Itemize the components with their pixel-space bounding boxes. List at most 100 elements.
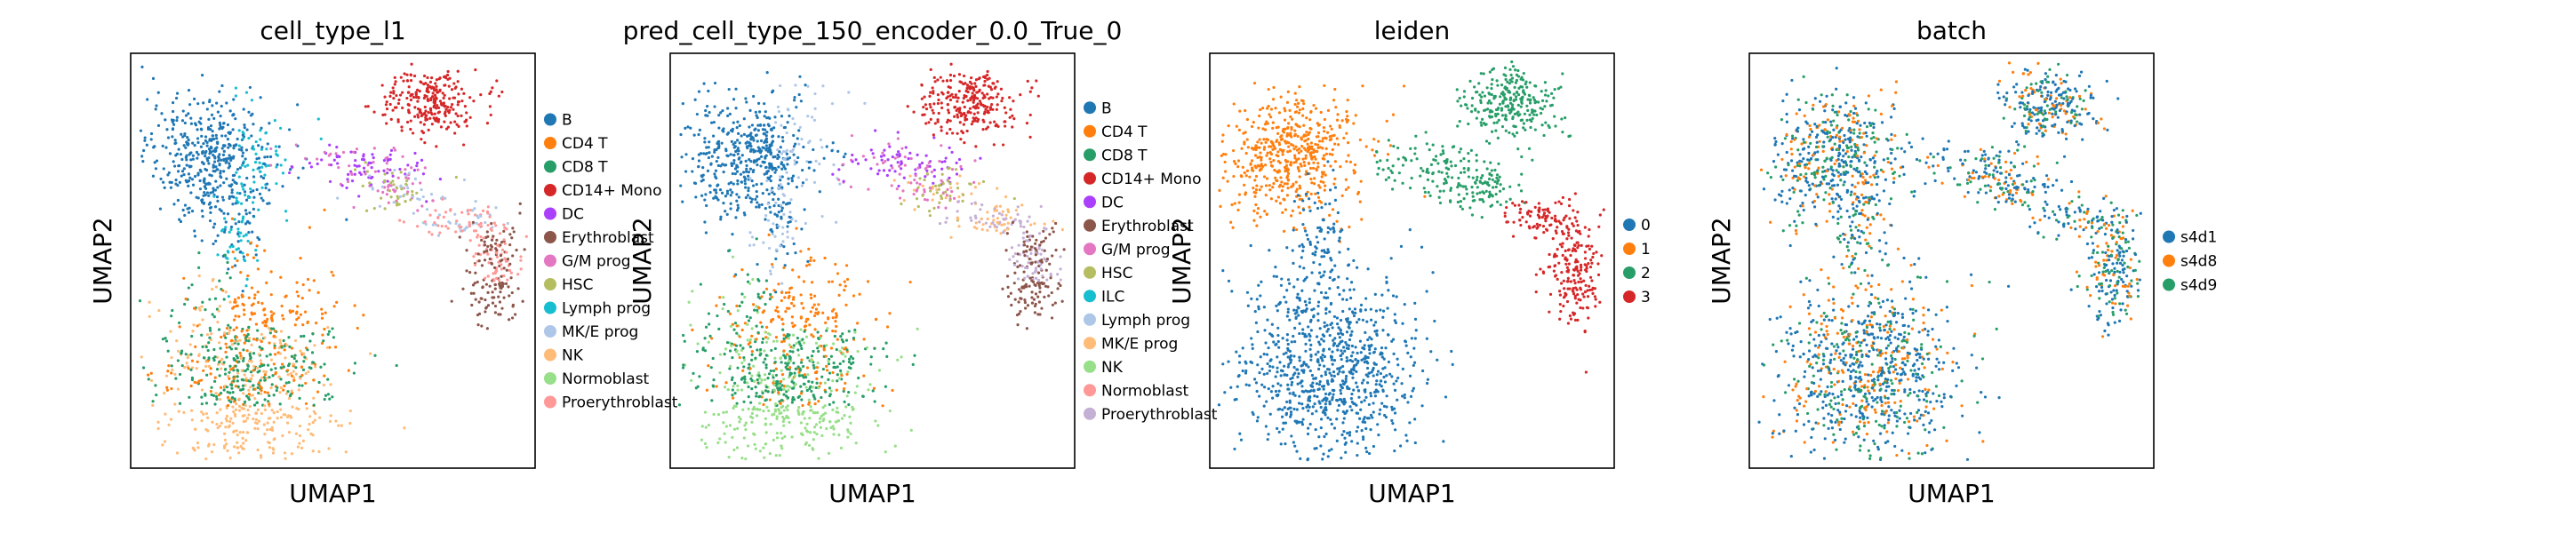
scatter-point	[1044, 236, 1047, 239]
scatter-point	[830, 355, 833, 358]
scatter-point	[792, 134, 795, 137]
scatter-point	[781, 329, 784, 331]
scatter-point	[789, 356, 792, 359]
scatter-point	[204, 308, 206, 311]
scatter-point	[220, 115, 222, 117]
scatter-point	[797, 354, 800, 356]
scatter-point	[767, 337, 770, 339]
scatter-point	[765, 134, 768, 137]
scatter-point	[173, 402, 176, 405]
scatter-point	[268, 428, 271, 431]
scatter-point	[941, 173, 944, 176]
scatter-point	[986, 92, 988, 95]
scatter-point	[140, 66, 143, 68]
scatter-point	[164, 440, 166, 442]
scatter-point	[425, 95, 428, 98]
scatter-point	[516, 287, 519, 290]
scatter-point	[827, 378, 829, 381]
scatter-point	[364, 105, 367, 107]
scatter-point	[1253, 82, 1256, 84]
scatter-point	[743, 436, 746, 439]
scatter-point	[413, 75, 416, 77]
scatter-point	[248, 211, 251, 214]
scatter-point	[735, 305, 738, 307]
scatter-point	[1265, 141, 1268, 144]
scatter-point	[356, 147, 358, 150]
scatter-point	[1040, 259, 1043, 261]
scatter-point	[769, 293, 772, 296]
scatter-point	[254, 161, 257, 163]
scatter-point	[227, 212, 229, 215]
scatter-point	[404, 177, 407, 179]
scatter-point	[698, 159, 700, 162]
scatter-point	[708, 111, 710, 114]
scatter-point	[815, 386, 818, 389]
scatter-point	[719, 188, 722, 191]
scatter-point	[238, 175, 241, 178]
scatter-point	[389, 158, 392, 161]
scatter-point	[723, 303, 725, 306]
scatter-point	[270, 369, 273, 371]
scatter-point	[457, 115, 460, 117]
scatter-point	[778, 110, 780, 113]
scatter-point	[736, 446, 739, 449]
scatter-point	[423, 141, 426, 144]
scatter-point	[323, 362, 325, 365]
scatter-point	[409, 128, 412, 131]
scatter-point	[800, 421, 803, 424]
scatter-point	[214, 180, 217, 183]
scatter-point	[945, 196, 948, 199]
scatter-point	[388, 202, 390, 204]
scatter-point	[788, 360, 790, 362]
scatter-point	[722, 202, 724, 204]
scatter-point	[1033, 222, 1036, 225]
scatter-point	[165, 375, 168, 378]
scatter-point	[422, 172, 425, 175]
scatter-point	[215, 147, 218, 149]
scatter-point	[845, 339, 848, 342]
scatter-point	[420, 115, 423, 117]
scatter-point	[947, 179, 949, 182]
scatter-point	[700, 175, 703, 178]
scatter-point	[1017, 252, 1020, 255]
scatter-point	[1324, 185, 1326, 187]
scatter-point	[993, 143, 996, 146]
scatter-point	[164, 337, 167, 339]
scatter-point	[894, 444, 897, 447]
scatter-point	[780, 437, 783, 440]
scatter-point	[1059, 255, 1061, 258]
scatter-point	[183, 214, 186, 217]
scatter-point	[303, 355, 306, 358]
scatter-point	[946, 132, 948, 135]
scatter-point	[956, 115, 959, 118]
scatter-point	[1341, 119, 1344, 122]
scatter-point	[929, 106, 932, 108]
scatter-point	[336, 196, 339, 199]
scatter-point	[251, 374, 253, 377]
scatter-point	[1023, 243, 1026, 246]
scatter-point	[827, 360, 829, 362]
scatter-point	[1312, 162, 1315, 164]
scatter-point	[710, 366, 713, 369]
scatter-point	[226, 449, 228, 452]
scatter-point	[214, 298, 217, 300]
scatter-point	[1021, 285, 1024, 288]
scatter-point	[257, 392, 260, 394]
scatter-point	[474, 264, 476, 266]
scatter-point	[1352, 122, 1355, 124]
scatter-point	[389, 154, 392, 156]
scatter-point	[245, 128, 248, 131]
scatter-point	[480, 297, 483, 299]
scatter-point	[939, 222, 941, 225]
legend-marker	[1084, 219, 1096, 232]
scatter-point	[198, 274, 201, 277]
scatter-point	[246, 364, 249, 367]
scatter-point	[358, 164, 361, 167]
scatter-point	[976, 120, 979, 123]
scatter-point	[192, 155, 195, 157]
scatter-point	[808, 323, 811, 326]
scatter-point	[839, 335, 842, 338]
scatter-point	[300, 384, 303, 386]
scatter-point	[466, 124, 468, 127]
scatter-point	[761, 378, 764, 381]
